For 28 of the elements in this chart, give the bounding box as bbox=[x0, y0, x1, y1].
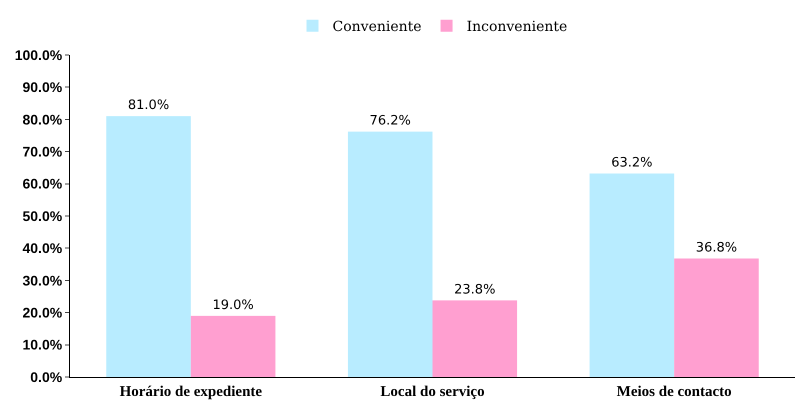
data-label: 81.0% bbox=[128, 98, 170, 114]
data-label: 76.2% bbox=[370, 114, 411, 129]
bar bbox=[106, 116, 191, 377]
bar bbox=[674, 258, 759, 377]
x-tick-label: Horário de expediente bbox=[120, 384, 262, 400]
x-tick-label: Meios de contacto bbox=[616, 384, 732, 400]
bar bbox=[432, 300, 518, 377]
x-tick-label: Local do serviço bbox=[380, 384, 485, 400]
y-tick-label: 100.0% bbox=[14, 46, 63, 63]
legend-label: Conveniente bbox=[332, 19, 422, 36]
bar bbox=[190, 316, 276, 377]
data-label: 36.8% bbox=[696, 240, 738, 256]
y-tick-label: 10.0% bbox=[22, 336, 63, 353]
y-tick-label: 0.0% bbox=[30, 368, 63, 385]
y-tick-label: 60.0% bbox=[22, 176, 63, 192]
y-tick-label: 80.0% bbox=[22, 111, 63, 128]
y-tick-label: 40.0% bbox=[22, 240, 63, 256]
bar bbox=[348, 132, 432, 377]
y-tick-label: 30.0% bbox=[22, 272, 63, 288]
y-tick-label: 90.0% bbox=[22, 79, 63, 96]
data-label: 63.2% bbox=[611, 156, 653, 170]
y-tick-label: 20.0% bbox=[22, 304, 63, 320]
legend-label: Inconveniente bbox=[466, 19, 568, 36]
y-tick-label: 70.0% bbox=[22, 144, 63, 160]
data-label: 19.0% bbox=[212, 298, 254, 313]
bar bbox=[590, 174, 674, 377]
data-label: 23.8% bbox=[454, 282, 496, 298]
y-tick-label: 50.0% bbox=[22, 208, 63, 224]
